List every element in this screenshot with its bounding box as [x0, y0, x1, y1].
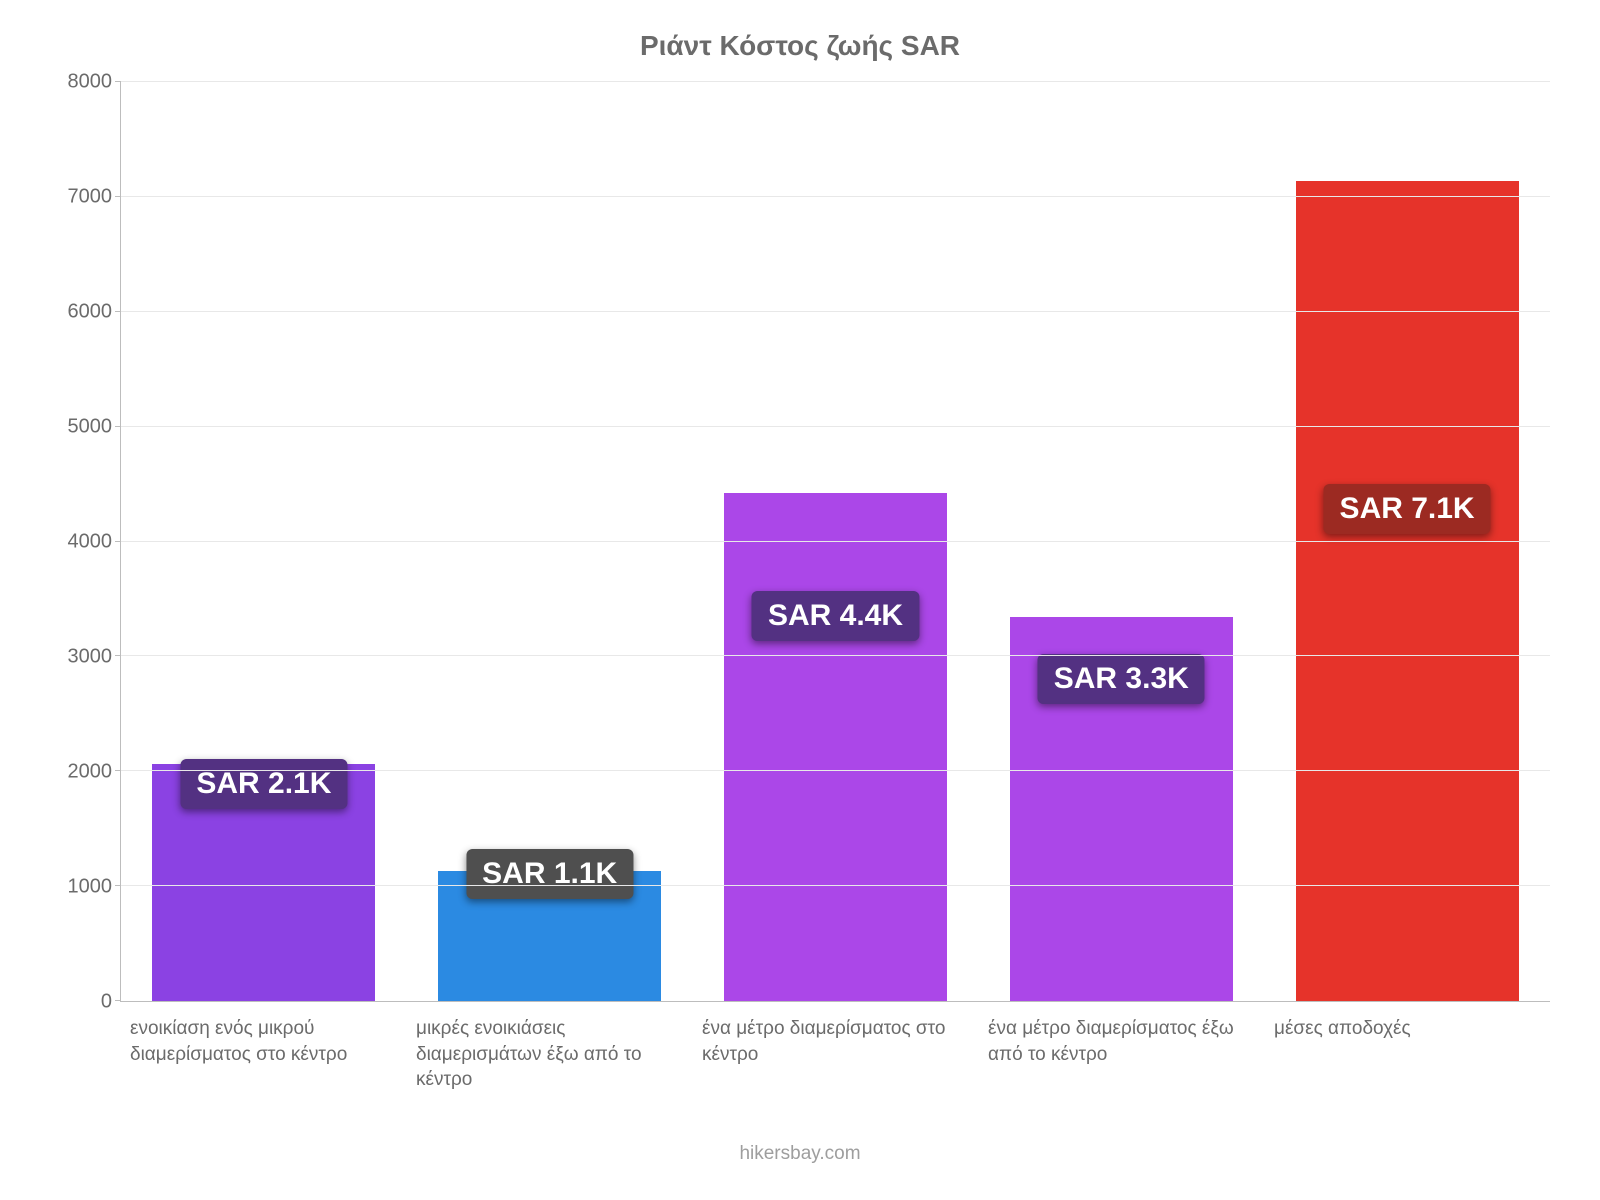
bar: SAR 7.1K — [1296, 181, 1519, 1001]
chart-title: Ριάντ Κόστος ζωής SAR — [50, 30, 1550, 62]
x-axis-label: μικρές ενοικιάσεις διαμερισμάτων έξω από… — [406, 1016, 692, 1093]
x-axis-label: ενοικίαση ενός μικρού διαμερίσματος στο … — [120, 1016, 406, 1093]
gridline — [121, 196, 1550, 197]
y-tick-label: 3000 — [68, 646, 113, 669]
y-tick-mark — [115, 1000, 121, 1001]
value-badge: SAR 3.3K — [1038, 654, 1205, 704]
chart-footer: hikersbay.com — [50, 1143, 1550, 1165]
bar-slot: SAR 1.1K — [407, 82, 693, 1001]
x-axis-label: ένα μέτρο διαμερίσματος έξω από το κέντρ… — [978, 1016, 1264, 1093]
y-tick-label: 4000 — [68, 531, 113, 554]
x-axis: ενοικίαση ενός μικρού διαμερίσματος στο … — [120, 1016, 1550, 1093]
cost-of-living-chart: Ριάντ Κόστος ζωής SAR 0 1000 2000 3000 4000 5… — [0, 0, 1600, 1200]
gridline — [121, 885, 1550, 886]
y-axis: 010002000300040005000600070008000 — [50, 82, 120, 1002]
bar: SAR 2.1K — [152, 764, 375, 1001]
y-tick-label: 0 — [101, 991, 112, 1014]
y-tick-mark — [115, 196, 121, 197]
gridline — [121, 311, 1550, 312]
y-tick-mark — [115, 885, 121, 886]
gridline — [121, 81, 1550, 82]
gridline — [121, 541, 1550, 542]
y-tick-label: 2000 — [68, 761, 113, 784]
gridline — [121, 655, 1550, 656]
gridline — [121, 426, 1550, 427]
y-tick-mark — [115, 541, 121, 542]
y-tick-label: 1000 — [68, 876, 113, 899]
bar-slot: SAR 4.4K — [693, 82, 979, 1001]
plot-area: SAR 2.1K SAR 1.1K SAR 4.4K SAR 3.3K SAR 7.1K — [120, 82, 1550, 1002]
value-badge: SAR 4.4K — [752, 591, 919, 641]
y-tick-label: 6000 — [68, 301, 113, 324]
gridline — [121, 770, 1550, 771]
x-axis-label: ένα μέτρο διαμερίσματος στο κέντρο — [692, 1016, 978, 1093]
value-badge: SAR 7.1K — [1324, 484, 1491, 534]
y-tick-mark — [115, 311, 121, 312]
y-tick-mark — [115, 770, 121, 771]
x-axis-label: μέσες αποδοχές — [1264, 1016, 1550, 1093]
y-tick-mark — [115, 426, 121, 427]
value-badge: SAR 1.1K — [466, 849, 633, 899]
bar-slot: SAR 3.3K — [978, 82, 1264, 1001]
bar-slot: SAR 7.1K — [1264, 82, 1550, 1001]
bar: SAR 3.3K — [1010, 617, 1233, 1001]
y-tick-label: 5000 — [68, 416, 113, 439]
bar: SAR 1.1K — [438, 871, 661, 1001]
plot-outer: 010002000300040005000600070008000 SAR 2.… — [50, 82, 1550, 1002]
y-tick-mark — [115, 81, 121, 82]
value-badge: SAR 2.1K — [180, 759, 347, 809]
bar-slot: SAR 2.1K — [121, 82, 407, 1001]
y-tick-label: 7000 — [68, 186, 113, 209]
y-tick-mark — [115, 655, 121, 656]
bars-container: SAR 2.1K SAR 1.1K SAR 4.4K SAR 3.3K SAR 7.1K — [121, 82, 1550, 1001]
y-tick-label: 8000 — [68, 71, 113, 94]
bar: SAR 4.4K — [724, 493, 947, 1001]
